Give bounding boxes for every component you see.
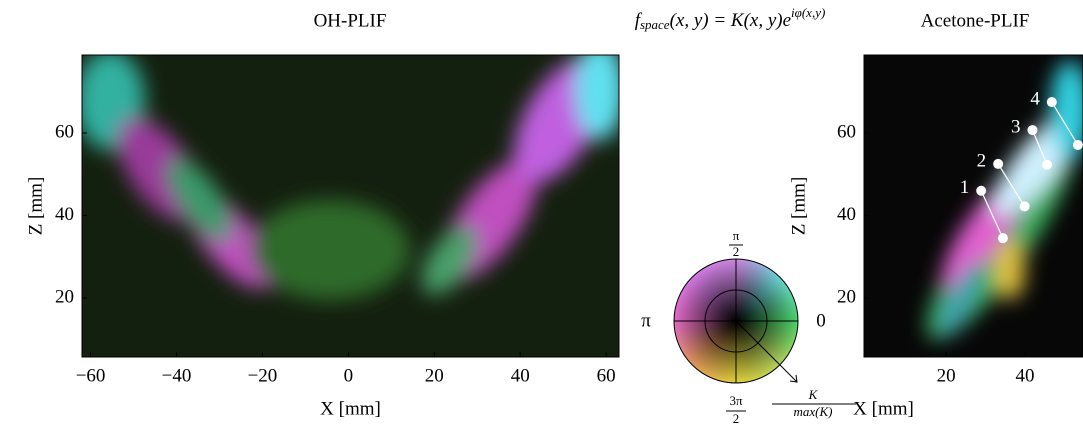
- y-tick-label: 60: [837, 121, 856, 142]
- annotation-line: [1051, 101, 1079, 146]
- x-tick-label: −20: [248, 365, 278, 386]
- wheel-label: π: [733, 228, 740, 243]
- annotation-label: 2: [977, 150, 987, 171]
- y-tick-label: 40: [837, 204, 856, 225]
- x-tick-label: 20: [425, 365, 444, 386]
- y-axis-label: Z [mm]: [788, 177, 809, 236]
- x-tick-label: 20: [937, 365, 956, 386]
- color-wheel-lines: [673, 258, 799, 384]
- x-tick-label: 40: [1015, 365, 1034, 386]
- annotation-label: 1: [960, 177, 970, 198]
- formula: fspace(x, y) = K(x, y)eiφ(x,y): [635, 5, 826, 32]
- chart-title: Acetone-PLIF: [921, 10, 1030, 31]
- y-tick-label: 40: [55, 204, 74, 225]
- y-tick-label: 20: [55, 286, 74, 307]
- annotation-point: [1019, 201, 1030, 212]
- x-tick-label: 40: [511, 365, 530, 386]
- x-tick-label: −60: [76, 365, 106, 386]
- heatmap-image: [864, 55, 1083, 357]
- annotation-line: [1031, 129, 1048, 165]
- wheel-label: 3π: [729, 393, 743, 408]
- chart-title: OH-PLIF: [314, 10, 387, 31]
- wheel-label: 2: [733, 244, 740, 259]
- annotation-point: [976, 185, 987, 196]
- x-axis-label: X [mm]: [853, 398, 914, 419]
- plot-frame: [81, 54, 620, 358]
- wheel-label: 0: [816, 310, 826, 331]
- wheel-label: K: [808, 387, 819, 402]
- wheel-label: max(K): [794, 404, 833, 419]
- annotation-point: [1027, 125, 1038, 136]
- y-axis-label: Z [mm]: [25, 177, 46, 236]
- heatmap-image: [82, 55, 619, 357]
- annotation-label: 3: [1011, 116, 1021, 137]
- annotation-point: [997, 233, 1008, 244]
- y-tick-label: 60: [55, 121, 74, 142]
- annotation-line: [997, 163, 1026, 207]
- x-tick-label: −40: [162, 365, 192, 386]
- plot-frame: [863, 54, 1083, 358]
- annotation-line: [980, 190, 1004, 239]
- y-tick-label: 20: [837, 286, 856, 307]
- annotation-point: [1046, 97, 1057, 108]
- annotation-point: [993, 158, 1004, 169]
- annotation-point: [1072, 139, 1083, 150]
- wheel-label: π: [641, 310, 651, 331]
- annotation-label: 4: [1030, 88, 1040, 109]
- x-tick-label: 0: [344, 365, 354, 386]
- wheel-label: 2: [733, 411, 740, 426]
- x-axis-label: X [mm]: [320, 398, 381, 419]
- annotation-point: [1042, 159, 1053, 170]
- x-tick-label: 60: [597, 365, 616, 386]
